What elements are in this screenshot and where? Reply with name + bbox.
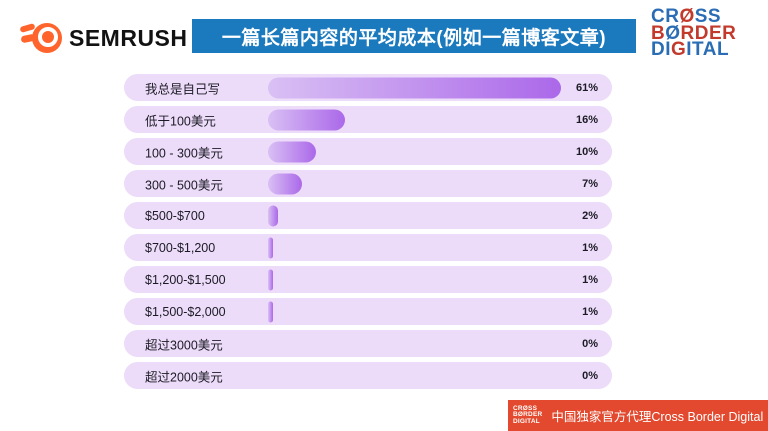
value-label: 1% [582,241,598,254]
chart-title: 一篇长篇内容的平均成本(例如一篇博客文章) [221,27,607,49]
bar [268,141,316,162]
bar [268,269,273,290]
comet-ring [38,27,58,47]
category-label: 300 - 500美元 [145,178,223,192]
bar [268,237,273,258]
value-label: 7% [582,177,598,190]
cbd-logo-line: CRØSS [651,6,722,27]
value-label: 0% [582,369,598,382]
value-label: 0% [582,337,598,350]
category-label: 低于100美元 [145,114,216,128]
bar [268,109,345,130]
chart-row: $1,500-$2,000 1% [124,298,612,325]
category-label: 100 - 300美元 [145,146,223,160]
cross-border-digital-logo: CRØSS BØRDER DIGITAL [651,6,737,60]
footer-banner: CRØSS BØRDER DIGITAL 中国独家官方代理Cross Borde… [508,400,768,431]
chart-row: 我总是自己写 61% [124,74,612,101]
category-label: $1,500-$2,000 [145,304,226,319]
value-label: 10% [575,145,598,158]
chart-row: 100 - 300美元 10% [124,138,612,165]
cbd-logo-line: BØRDER [651,22,737,44]
chart-row: $1,200-$1,500 1% [124,266,612,293]
footer-logo-line: DIGITAL [513,417,540,425]
category-label: $1,200-$1,500 [145,272,226,287]
semrush-wordmark: SEMRUSH [69,25,188,51]
bar [268,205,278,226]
chart-rows: 我总是自己写 61% 低于100美元 16% 100 - 300美元 10% 300 - 5… [124,74,612,394]
chart-row: 低于100美元 16% [124,106,612,133]
bar [268,173,302,194]
footer-agency-text: 中国独家官方代理Cross Border Digital [551,410,764,424]
category-label: 我总是自己写 [145,82,221,96]
category-label: 超过3000美元 [145,338,223,352]
value-label: 16% [575,113,598,126]
cbd-logo-line: DIGITAL [651,39,730,60]
footer-logo-line: BØRDER [513,411,543,419]
bar [268,77,561,98]
category-label: $700-$1,200 [145,240,216,255]
chart-row: 超过3000美元 0% [124,330,612,357]
chart-row: $700-$1,200 1% [124,234,612,261]
bar [268,301,273,322]
chart-row: 超过2000美元 0% [124,362,612,389]
category-label: 超过2000美元 [145,370,223,384]
value-label: 61% [575,81,598,94]
chart-row: $500-$700 2% [124,202,612,229]
value-label: 1% [582,305,598,318]
value-label: 2% [582,209,598,222]
semrush-logo: SEMRUSH [19,22,188,55]
category-label: $500-$700 [145,208,205,223]
chart-title-banner: 一篇长篇内容的平均成本(例如一篇博客文章) [192,19,636,53]
footer-logo-line: CRØSS [513,404,538,412]
chart-row: 300 - 500美元 7% [124,170,612,197]
semrush-comet-icon [19,22,62,55]
footer-cbd-logo-icon: CRØSS BØRDER DIGITAL [513,404,543,426]
value-label: 1% [582,273,598,286]
